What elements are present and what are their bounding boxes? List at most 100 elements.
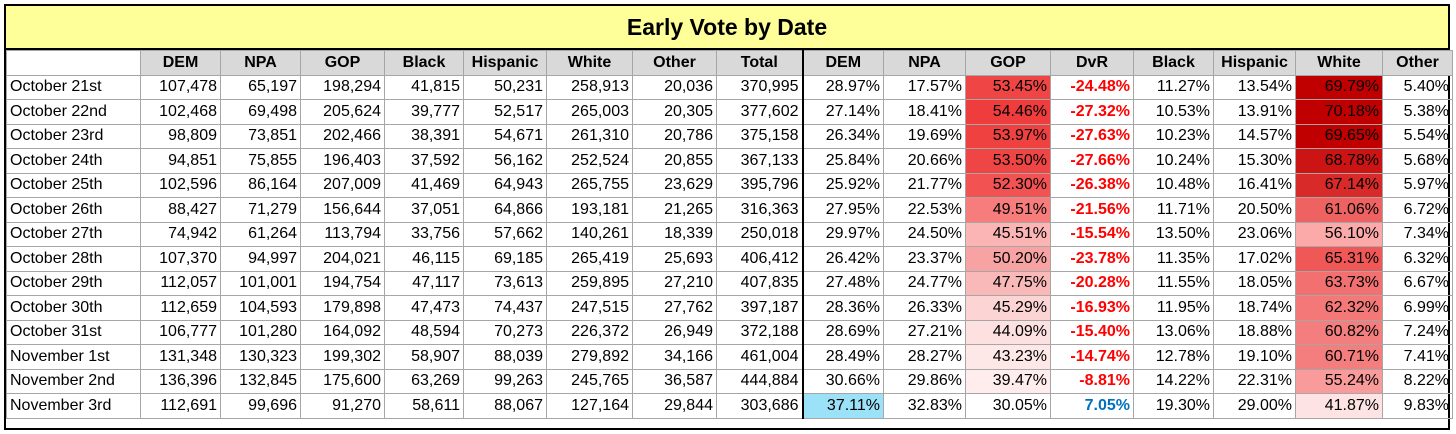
cell-other: 27,210 — [632, 270, 717, 296]
cell-hispanic: 88,067 — [463, 393, 547, 419]
column-header: Hispanic — [463, 50, 547, 76]
column-header: Black — [1133, 50, 1214, 76]
cell-npa: 94,997 — [220, 246, 301, 272]
cell-white-pct: 63.73% — [1295, 270, 1383, 296]
cell-white: 259,895 — [546, 270, 633, 296]
cell-white-pct: 69.79% — [1295, 74, 1383, 100]
table-row: October 30th 112,659 104,593 179,898 47,473 7… — [6, 295, 1453, 321]
cell-npa-pct: 17.57% — [883, 74, 966, 100]
cell-black-pct: 10.23% — [1133, 123, 1214, 149]
cell-white: 279,892 — [546, 344, 633, 370]
cell-hispanic-pct: 19.10% — [1213, 344, 1296, 370]
cell-other-pct: 5.38% — [1382, 99, 1453, 125]
cell-npa-pct: 20.66% — [883, 148, 966, 174]
cell-hispanic-pct: 13.54% — [1213, 74, 1296, 100]
cell-npa: 130,323 — [220, 344, 301, 370]
cell-dem: 112,659 — [140, 295, 221, 321]
cell-dem: 107,370 — [140, 246, 221, 272]
cell-white: 265,419 — [546, 246, 633, 272]
cell-other: 27,762 — [632, 295, 717, 321]
cell-white-pct: 62.32% — [1295, 295, 1383, 321]
table-row: October 26th 88,427 71,279 156,644 37,051 64,… — [6, 197, 1453, 223]
cell-white: 140,261 — [546, 221, 633, 247]
cell-npa: 104,593 — [220, 295, 301, 321]
table-row: October 23rd 98,809 73,851 202,466 38,391 54,… — [6, 123, 1453, 149]
cell-white-pct: 41.87% — [1295, 393, 1383, 419]
cell-gop-pct: 53.45% — [965, 74, 1051, 100]
cell-dem: 136,396 — [140, 368, 221, 394]
cell-npa-pct: 23.37% — [883, 246, 966, 272]
cell-dem: 102,596 — [140, 172, 221, 198]
cell-hispanic-pct: 22.31% — [1213, 368, 1296, 394]
column-header: DEM — [140, 50, 221, 76]
cell-npa: 86,164 — [220, 172, 301, 198]
cell-dem: 94,851 — [140, 148, 221, 174]
column-header: Total — [716, 50, 803, 76]
cell-npa-pct: 26.33% — [883, 295, 966, 321]
cell-black-pct: 11.35% — [1133, 246, 1214, 272]
column-header: Black — [384, 50, 464, 76]
cell-gop-pct: 39.47% — [965, 368, 1051, 394]
cell-white-pct: 67.14% — [1295, 172, 1383, 198]
cell-total: 370,995 — [716, 74, 803, 100]
cell-gop: 196,403 — [300, 148, 385, 174]
cell-other-pct: 8.22% — [1382, 368, 1453, 394]
row-date-label: October 23rd — [6, 123, 141, 149]
table-row: October 27th 74,942 61,264 113,794 33,756 57,… — [6, 221, 1453, 247]
cell-dem-pct: 28.36% — [801, 295, 884, 321]
cell-dvr: -23.78% — [1050, 246, 1134, 272]
cell-gop-pct: 53.97% — [965, 123, 1051, 149]
cell-total: 375,158 — [716, 123, 803, 149]
cell-other: 26,949 — [632, 319, 717, 345]
row-date-label: October 29th — [6, 270, 141, 296]
cell-other: 20,855 — [632, 148, 717, 174]
column-header: NPA — [220, 50, 301, 76]
cell-total: 406,412 — [716, 246, 803, 272]
cell-other-pct: 5.54% — [1382, 123, 1453, 149]
table-row: October 25th 102,596 86,164 207,009 41,469 64… — [6, 172, 1453, 198]
cell-gop: 198,294 — [300, 74, 385, 100]
cell-other-pct: 5.97% — [1382, 172, 1453, 198]
row-date-label: October 25th — [6, 172, 141, 198]
cell-hispanic-pct: 20.50% — [1213, 197, 1296, 223]
table-row: October 21st 107,478 65,197 198,294 41,815 50… — [6, 74, 1453, 100]
header-corner — [6, 50, 141, 76]
cell-gop: 156,644 — [300, 197, 385, 223]
cell-total: 395,796 — [716, 172, 803, 198]
cell-black: 46,115 — [384, 246, 464, 272]
column-header: Hispanic — [1213, 50, 1296, 76]
cell-white-pct: 60.71% — [1295, 344, 1383, 370]
table-row: October 28th 107,370 94,997 204,021 46,115 69… — [6, 246, 1453, 272]
cell-white-pct: 60.82% — [1295, 319, 1383, 345]
cell-dvr: -27.32% — [1050, 99, 1134, 125]
cell-npa: 65,197 — [220, 74, 301, 100]
cell-black-pct: 10.24% — [1133, 148, 1214, 174]
column-header: GOP — [965, 50, 1051, 76]
cell-gop-pct: 53.50% — [965, 148, 1051, 174]
cell-hispanic: 50,231 — [463, 74, 547, 100]
cell-black-pct: 11.95% — [1133, 295, 1214, 321]
cell-npa-pct: 21.77% — [883, 172, 966, 198]
cell-npa: 73,851 — [220, 123, 301, 149]
cell-npa-pct: 24.50% — [883, 221, 966, 247]
cell-gop: 175,600 — [300, 368, 385, 394]
cell-hispanic-pct: 15.30% — [1213, 148, 1296, 174]
cell-black-pct: 13.06% — [1133, 319, 1214, 345]
cell-hispanic: 99,263 — [463, 368, 547, 394]
cell-hispanic-pct: 18.05% — [1213, 270, 1296, 296]
cell-other-pct: 6.67% — [1382, 270, 1453, 296]
row-date-label: October 22nd — [6, 99, 141, 125]
cell-hispanic-pct: 14.57% — [1213, 123, 1296, 149]
cell-npa: 75,855 — [220, 148, 301, 174]
cell-other: 20,786 — [632, 123, 717, 149]
cell-hispanic-pct: 16.41% — [1213, 172, 1296, 198]
cell-dem-pct: 28.49% — [801, 344, 884, 370]
cell-black-pct: 11.27% — [1133, 74, 1214, 100]
cell-white: 252,524 — [546, 148, 633, 174]
cell-gop: 194,754 — [300, 270, 385, 296]
cell-black: 37,051 — [384, 197, 464, 223]
cell-hispanic: 64,943 — [463, 172, 547, 198]
cell-other-pct: 6.32% — [1382, 246, 1453, 272]
cell-total: 316,363 — [716, 197, 803, 223]
cell-dem-pct: 27.95% — [801, 197, 884, 223]
